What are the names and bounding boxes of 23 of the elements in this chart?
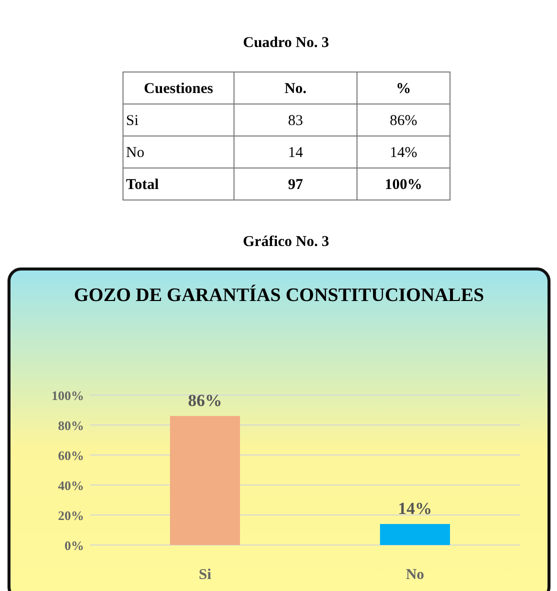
text: % <box>396 81 411 97</box>
text: Gráfico No. 3 <box>242 234 330 250</box>
text: 14 <box>288 145 304 161</box>
data-label: 86% <box>188 391 222 410</box>
text: Cuadro No. 3 <box>243 35 329 51</box>
y-tick-label: 0% <box>64 538 84 553</box>
text: 83 <box>288 113 303 129</box>
y-tick-label: 40% <box>58 478 84 493</box>
text: Total <box>126 177 159 193</box>
y-tick-label: 100% <box>52 388 84 403</box>
chart-title: GOZO DE GARANTÍAS CONSTITUCIONALES <box>74 284 484 306</box>
y-tick-label: 80% <box>58 418 84 433</box>
y-tick-label: 60% <box>58 448 84 463</box>
text: 86% <box>390 113 418 129</box>
text: No. <box>284 81 307 97</box>
text: 100% <box>384 177 422 193</box>
y-tick-label: 20% <box>58 508 84 523</box>
text: Si <box>126 113 139 129</box>
text: No <box>126 145 144 161</box>
text: 97 <box>288 177 304 193</box>
text: Cuestiones <box>144 81 214 97</box>
data-label: 14% <box>398 499 432 518</box>
text: 14% <box>390 145 418 161</box>
